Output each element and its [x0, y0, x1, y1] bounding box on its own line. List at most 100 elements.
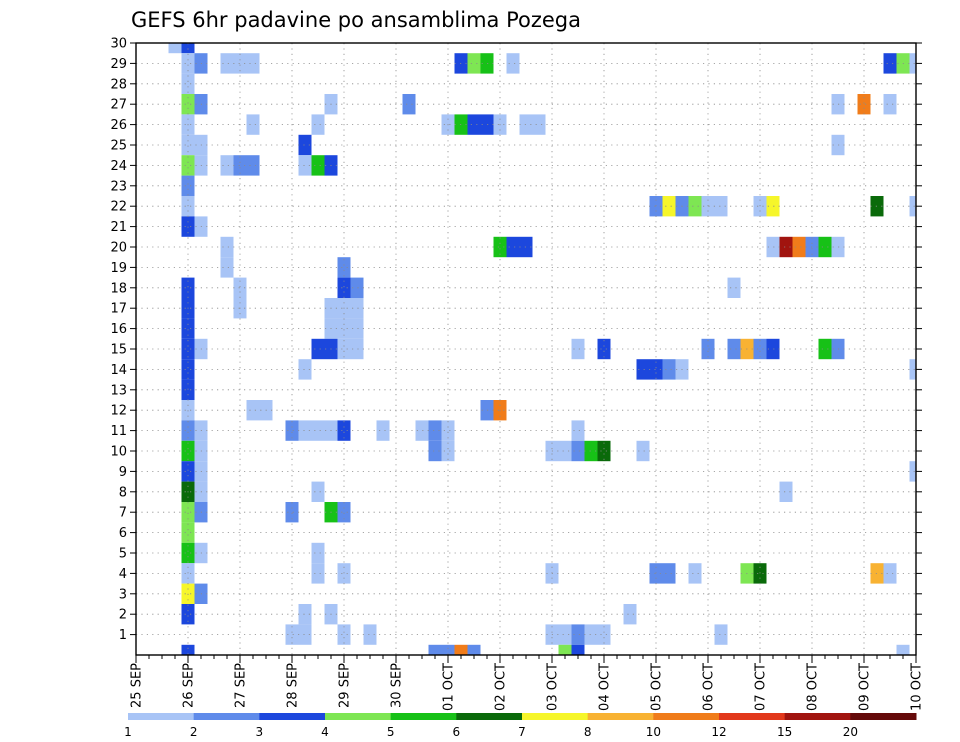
heatmap-cell [597, 338, 611, 360]
y-tick-label: 16 [110, 322, 127, 337]
y-tick-label: 29 [110, 57, 127, 72]
legend-label: 6 [453, 725, 461, 739]
y-tick-label: 17 [110, 302, 127, 317]
legend-swatch [522, 713, 589, 720]
heatmap-cell [233, 53, 247, 74]
heatmap-cell [181, 461, 195, 482]
heatmap-cell [701, 338, 715, 360]
chart-title: GEFS 6hr padavine po ansamblima Pozega [131, 8, 581, 32]
heatmap-cell [350, 277, 364, 298]
heatmap-cell [181, 420, 195, 441]
heatmap-cell [571, 624, 585, 645]
heatmap-cell [558, 440, 572, 462]
legend-label: 12 [711, 725, 726, 739]
legend-label: 10 [646, 725, 661, 739]
heatmap-cell [220, 236, 234, 258]
heatmap-cell [298, 359, 312, 380]
heatmap-cell [506, 236, 520, 258]
heatmap-cell [285, 624, 299, 645]
color-legend: 1 2 3 4 5 6 7 8 10 12 15 20 [124, 713, 917, 739]
y-tick-label: 21 [110, 220, 127, 235]
legend-label: 7 [518, 725, 526, 739]
heatmap-cell [714, 196, 728, 217]
x-tick-label: 07 OCT [754, 663, 769, 711]
y-tick-label: 6 [119, 526, 127, 541]
heatmap-cell [181, 522, 195, 543]
y-tick-label: 25 [110, 139, 127, 154]
legend-swatch [193, 713, 260, 720]
heatmap-cell [246, 400, 260, 421]
heatmap-cell [337, 624, 351, 645]
heatmap-cell [285, 420, 299, 441]
grid-lines [136, 43, 916, 655]
heatmap-cell [597, 624, 611, 645]
heatmap-cell [467, 114, 481, 135]
heatmap-cell [441, 440, 455, 462]
heatmap-cell [181, 440, 195, 462]
y-tick-label: 2 [119, 608, 127, 623]
heatmap-cell [779, 236, 793, 258]
heatmap-cell [441, 644, 455, 655]
heatmap-cells [168, 43, 916, 655]
heatmap-cell [168, 43, 182, 54]
y-tick-label: 4 [119, 567, 127, 582]
legend-swatch [587, 713, 654, 720]
y-tick-label: 26 [110, 118, 127, 133]
x-tick-label: 10 OCT [910, 663, 925, 711]
heatmap-cell [350, 298, 364, 319]
heatmap-cell [714, 624, 728, 645]
heatmap-cell [467, 53, 481, 74]
legend-swatch [653, 713, 720, 720]
heatmap-cell [311, 481, 325, 502]
legend-label: 1 [124, 725, 132, 739]
heatmap-cell [909, 461, 916, 482]
heatmap-cell [298, 155, 312, 176]
heatmap-cell [337, 420, 351, 441]
heatmap-cell [311, 114, 325, 135]
heatmap-cell [233, 155, 247, 176]
heatmap-cell [337, 563, 351, 584]
legend-swatch [390, 713, 457, 720]
y-tick-label: 7 [119, 506, 127, 521]
heatmap-cell [571, 420, 585, 441]
heatmap-cell [909, 53, 916, 74]
heatmap-cell [727, 277, 741, 298]
heatmap-cell [337, 257, 351, 278]
heatmap-cell [766, 236, 780, 258]
heatmap-cell [662, 359, 676, 380]
x-tick-label: 30 SEP [390, 663, 405, 708]
heatmap-cell [246, 155, 260, 176]
x-tick-label: 09 OCT [858, 663, 873, 711]
heatmap-cell [220, 53, 234, 74]
heatmap-cell [350, 318, 364, 339]
y-tick-label: 24 [110, 159, 127, 174]
y-tick-label: 5 [119, 547, 127, 562]
heatmap-cell [883, 563, 897, 584]
heatmap-cell [415, 420, 429, 441]
heatmap-cell [649, 563, 663, 584]
x-tick-label: 03 OCT [546, 663, 561, 711]
x-tick-label: 25 SEP [130, 663, 145, 708]
heatmap-cell [181, 43, 195, 54]
heatmap-cell [467, 644, 481, 655]
legend-label: 3 [256, 725, 264, 739]
heatmap-cell [337, 277, 351, 298]
y-tick-label: 22 [110, 200, 127, 215]
legend-swatch [259, 713, 326, 720]
heatmap-cell [636, 359, 650, 380]
y-tick-label: 10 [110, 445, 127, 460]
heatmap-cell [181, 502, 195, 523]
heatmap-cell [584, 440, 598, 462]
x-tick-label: 08 OCT [806, 663, 821, 711]
heatmap-cell [298, 134, 312, 156]
heatmap-cell [181, 563, 195, 584]
y-tick-label: 13 [110, 383, 127, 398]
x-tick-label: 04 OCT [598, 663, 613, 711]
y-tick-label: 18 [110, 281, 127, 296]
x-tick-label: 05 OCT [650, 663, 665, 711]
heatmap-cell [623, 604, 637, 625]
legend-swatch [719, 713, 786, 720]
heatmap-cell [246, 114, 260, 135]
y-tick-label: 14 [110, 363, 127, 378]
legend-label: 15 [777, 725, 792, 739]
